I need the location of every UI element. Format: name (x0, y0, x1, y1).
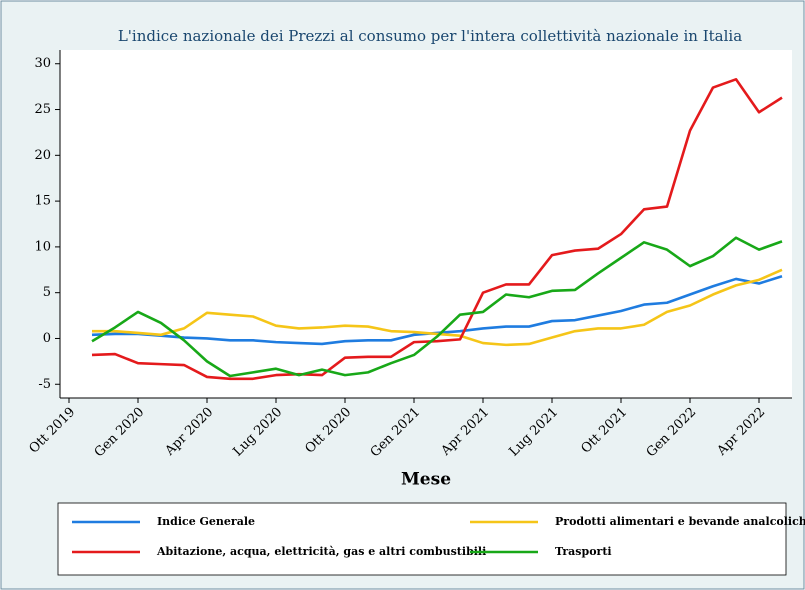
y-tick-label: -5 (38, 377, 51, 392)
y-tick-label: 10 (34, 239, 51, 254)
y-tick-label: 5 (43, 285, 51, 300)
legend-label: Indice Generale (157, 515, 255, 528)
y-tick-label: 0 (43, 331, 51, 346)
x-axis-title: Mese (401, 470, 451, 490)
legend-label: Abitazione, acqua, elettricità, gas e al… (156, 545, 486, 558)
y-tick-label: 20 (34, 148, 51, 163)
y-tick-label: 30 (34, 56, 51, 71)
series-line (92, 268, 783, 347)
series-line (91, 78, 783, 381)
legend-label: Trasporti (555, 545, 612, 558)
y-tick-label: 25 (34, 102, 51, 117)
chart-title: L'indice nazionale dei Prezzi al consumo… (118, 27, 742, 45)
legend-label: Prodotti alimentari e bevande analcolich… (555, 515, 805, 528)
series-line (91, 236, 783, 378)
legend (57, 502, 787, 576)
y-tick-label: 15 (34, 194, 51, 209)
